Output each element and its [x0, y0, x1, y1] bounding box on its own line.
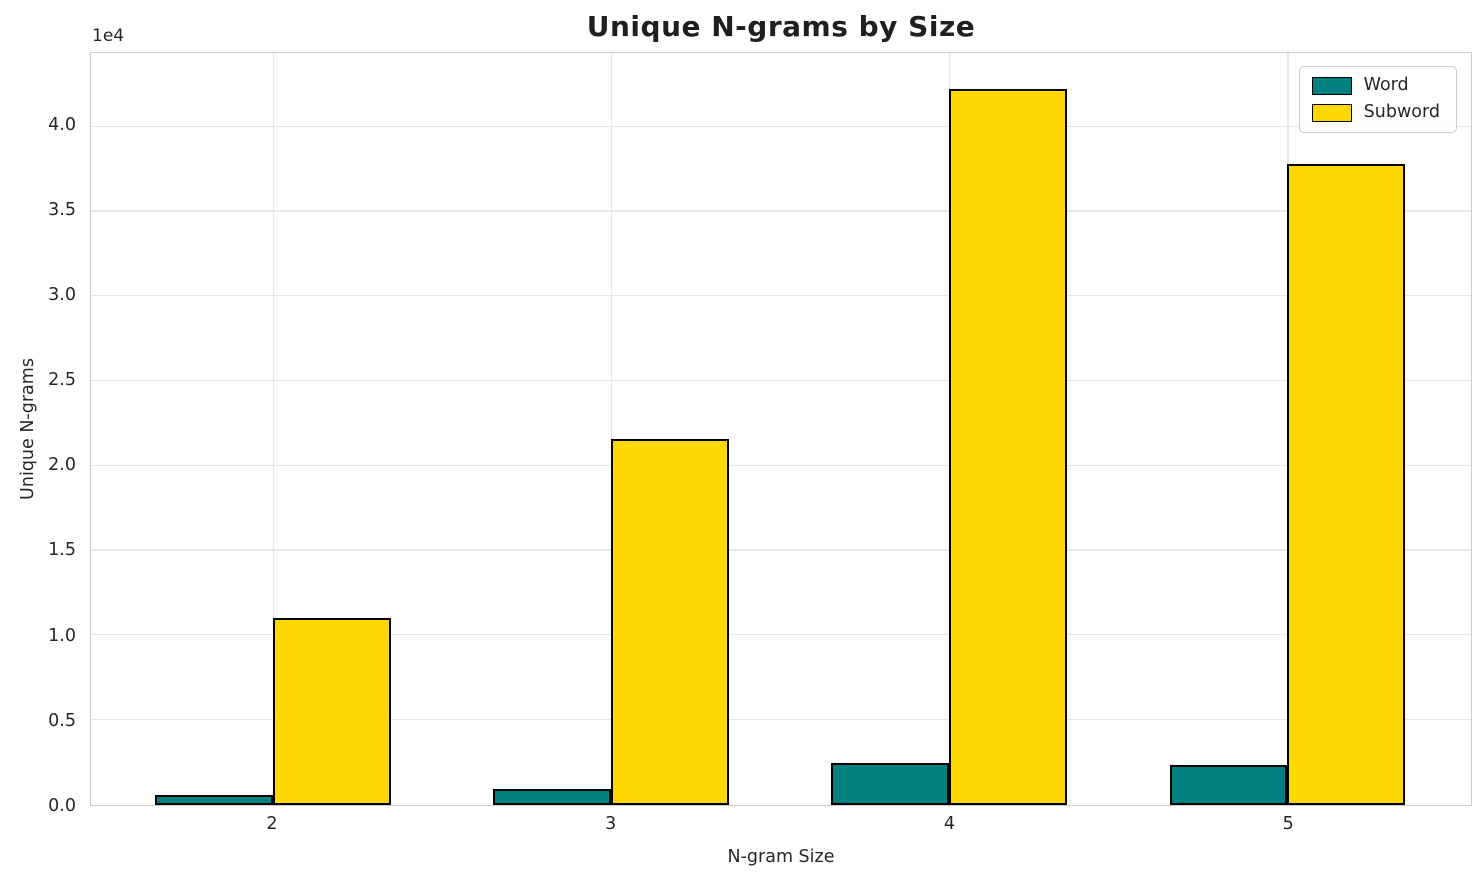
y-tick-label: 2.5	[48, 370, 76, 391]
bar-word-5	[1169, 765, 1288, 805]
gridline-horizontal	[91, 464, 1471, 466]
y-axis-ticks: 0.0 0.5 1.0 1.5 2.0 2.5 3.0 3.5 4.0	[0, 52, 84, 814]
gridline-horizontal	[91, 295, 1471, 297]
chart-title: Unique N-grams by Size	[586, 10, 976, 43]
gridline-horizontal	[91, 210, 1471, 212]
y-tick-label: 3.5	[48, 200, 76, 221]
legend-item-word: Word	[1311, 75, 1444, 96]
x-tick-label: 3	[605, 814, 617, 834]
bar-subword-5	[1287, 164, 1406, 805]
y-tick-label: 0.5	[48, 710, 76, 731]
bar-subword-2	[272, 618, 391, 805]
bar-word-4	[831, 762, 950, 805]
bar-subword-3	[610, 438, 729, 805]
gridline-horizontal	[91, 379, 1471, 382]
y-tick-label: 3.0	[48, 285, 76, 306]
legend-item-subword: Subword	[1311, 102, 1444, 123]
gridline-horizontal	[91, 634, 1471, 636]
word-legend-swatch	[1311, 77, 1352, 95]
y-tick-label: 1.5	[48, 540, 76, 561]
bar-word-2	[154, 794, 273, 805]
subword-legend-swatch	[1311, 104, 1352, 122]
y-tick-label: 0.0	[48, 795, 76, 816]
y-tick-label: 4.0	[48, 115, 76, 136]
bar-word-3	[493, 788, 611, 805]
legend: Word Subword	[1298, 66, 1457, 133]
y-tick-label: 1.0	[48, 625, 76, 646]
legend-label: Word	[1363, 75, 1409, 96]
gridline-horizontal	[91, 125, 1471, 127]
y-tick-label: 2.0	[48, 455, 76, 476]
y-axis-label: Unique N-grams	[18, 358, 38, 500]
x-tick-label: 5	[1282, 814, 1294, 834]
gridline-vertical	[272, 53, 274, 805]
x-tick-label: 4	[943, 814, 956, 834]
y-axis-offset-text: 1e4	[92, 26, 125, 46]
plot-area: Word Subword	[90, 52, 1472, 806]
legend-label: Subword	[1363, 102, 1440, 123]
bar-subword-4	[949, 89, 1068, 805]
x-tick-label: 2	[266, 814, 278, 834]
gridline-horizontal	[91, 719, 1471, 721]
x-axis-ticks: 2 3 4 5	[90, 814, 1472, 840]
gridline-vertical	[610, 53, 613, 805]
x-axis-label: N-gram Size	[727, 847, 835, 867]
gridline-horizontal	[91, 549, 1471, 551]
